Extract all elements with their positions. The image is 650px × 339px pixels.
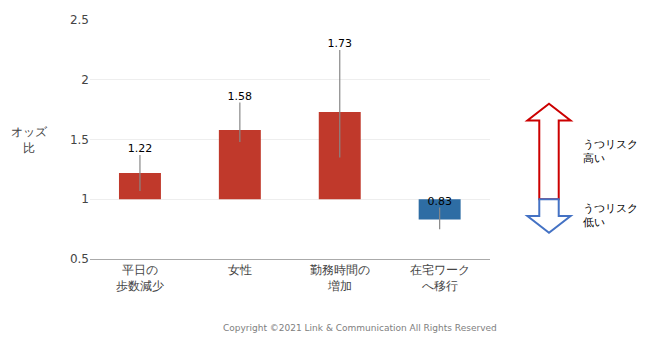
svg-text:2: 2 [81,73,89,87]
svg-text:1.22: 1.22 [128,142,153,155]
svg-text:0.83: 0.83 [427,195,452,208]
svg-text:1.58: 1.58 [228,90,253,103]
svg-text:女性: 女性 [228,263,252,277]
svg-text:うつリスク低い: うつリスク低い [583,202,638,229]
svg-text:1.5: 1.5 [70,133,89,147]
svg-text:1: 1 [81,192,89,206]
svg-text:Copyright ©2021 Link & Communi: Copyright ©2021 Link & Communication All… [223,323,497,333]
svg-text:在宅ワークへ移行: 在宅ワークへ移行 [410,263,470,293]
svg-text:平日の歩数減少: 平日の歩数減少 [116,263,164,293]
svg-text:1.73: 1.73 [328,37,353,50]
svg-text:2.5: 2.5 [70,13,89,27]
svg-text:うつリスク高い: うつリスク高い [583,138,638,165]
svg-text:オッズ比: オッズ比 [11,125,48,155]
svg-text:勤務時間の増加: 勤務時間の増加 [310,263,370,293]
svg-text:0.5: 0.5 [70,252,89,266]
